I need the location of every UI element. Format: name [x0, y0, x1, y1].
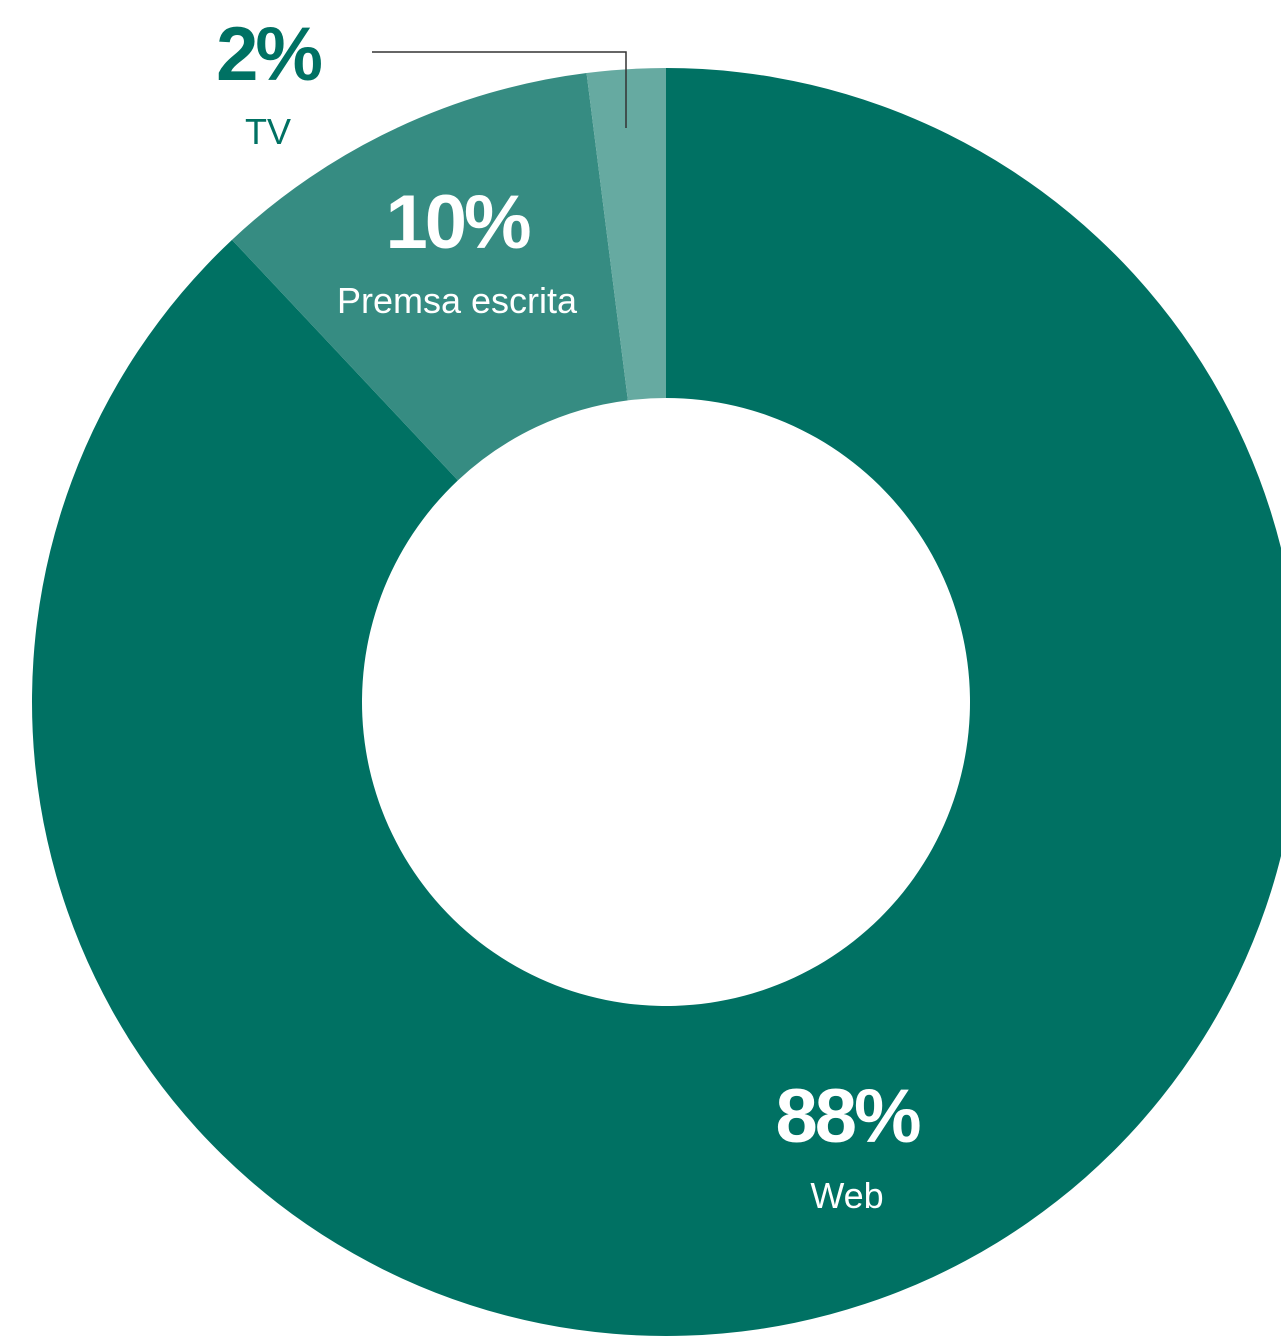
premsa-escrita-category-label: Premsa escrita [337, 280, 578, 321]
slices-group [32, 68, 1281, 1336]
slice-premsa-escrita [231, 72, 628, 481]
tv-category-label: TV [245, 111, 291, 152]
premsa-escrita-percent-label: 10% [385, 180, 530, 265]
tv-percent-label: 2% [216, 12, 321, 97]
slice-web [32, 68, 1281, 1336]
slice-tv [586, 68, 666, 401]
web-category-label: Web [810, 1175, 883, 1216]
tv-leader-line [372, 51, 627, 128]
web-percent-label: 88% [775, 1074, 920, 1159]
